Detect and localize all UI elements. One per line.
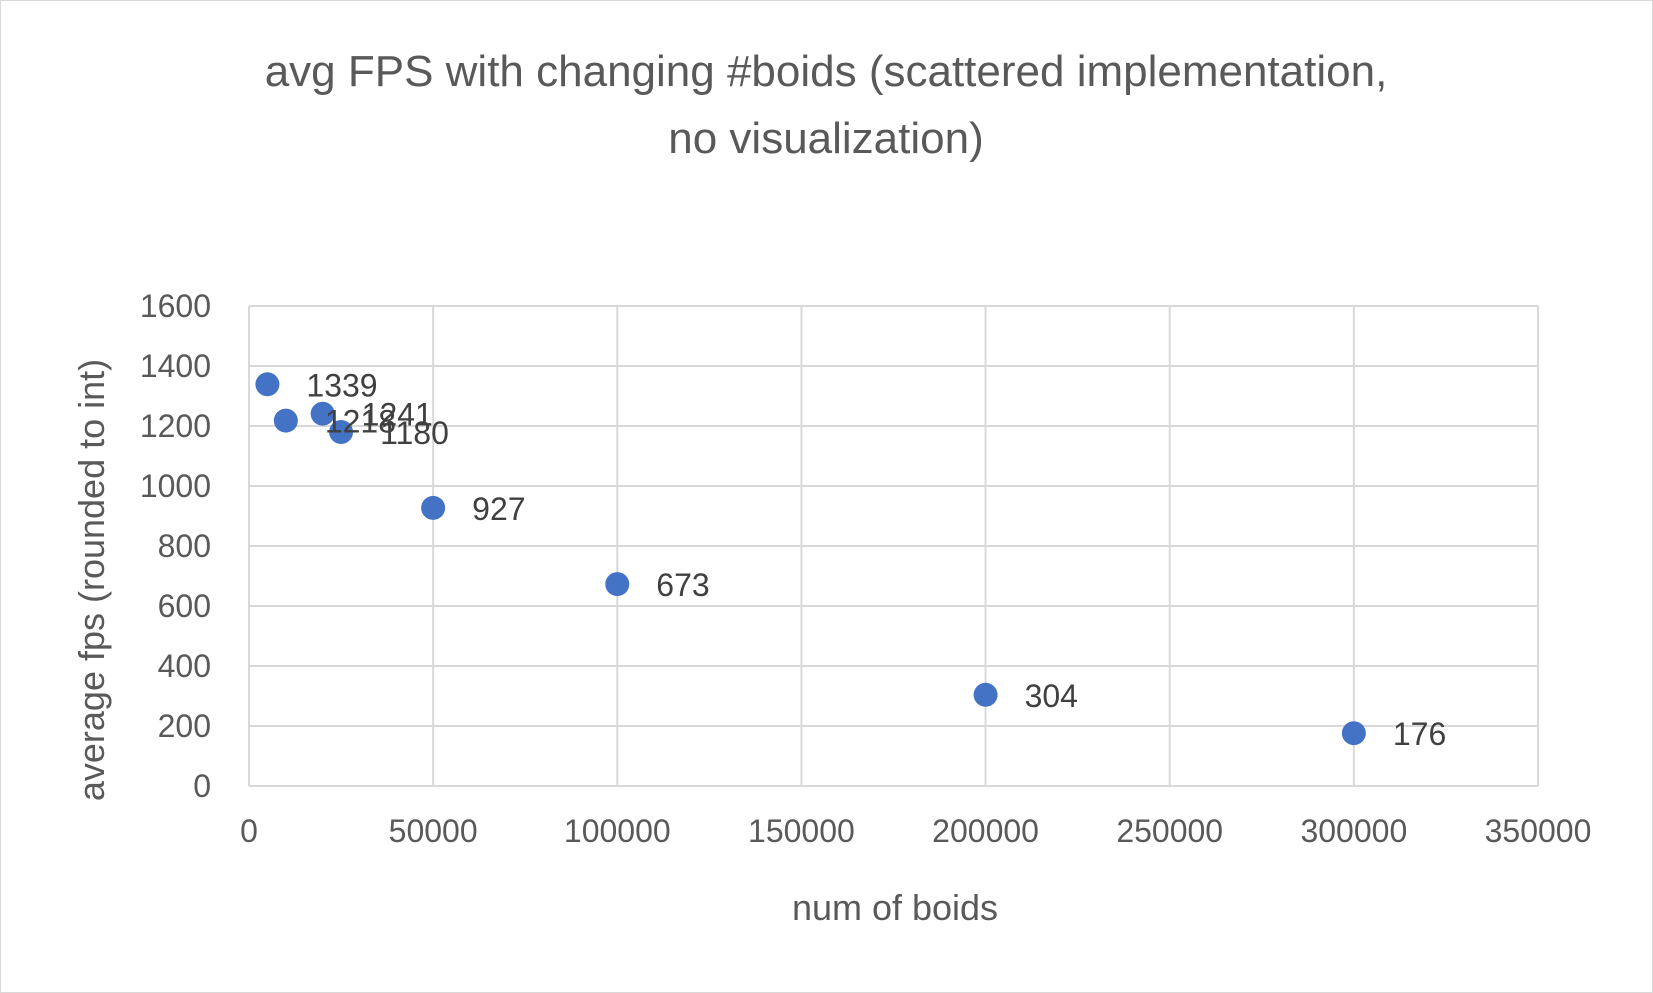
x-tick-label: 50000 (389, 813, 478, 849)
y-tick-label: 1600 (140, 288, 211, 324)
y-axis-title: average fps (rounded to int) (71, 359, 112, 801)
data-label: 1180 (380, 415, 449, 451)
x-tick-label: 0 (240, 813, 258, 849)
data-points (255, 372, 1366, 746)
x-tick-label: 250000 (1116, 813, 1223, 849)
data-label: 927 (472, 491, 525, 527)
data-point (1341, 721, 1366, 746)
chart-title-line-2: no visualization) (668, 114, 984, 163)
x-tick-label: 150000 (748, 813, 855, 849)
tick-labels: 0 200 400 600 800 1000 1200 1400 1600 0 50000 10000… (140, 288, 1592, 849)
y-tick-label: 1000 (140, 468, 211, 504)
y-tick-label: 0 (193, 768, 211, 804)
data-label: 1339 (306, 367, 377, 403)
data-point (310, 401, 335, 426)
y-tick-label: 400 (158, 648, 211, 684)
data-label: 304 (1025, 678, 1078, 714)
data-label: 1218 (325, 404, 396, 440)
y-tick-label: 200 (158, 708, 211, 744)
x-tick-label: 200000 (932, 813, 1039, 849)
data-label: 1241 (362, 397, 433, 433)
y-tick-label: 1200 (140, 408, 211, 444)
x-tick-label: 300000 (1300, 813, 1407, 849)
y-tick-label: 600 (158, 588, 211, 624)
data-label: 176 (1393, 716, 1446, 752)
data-label: 673 (656, 567, 709, 603)
gridlines (248, 305, 1539, 787)
data-point (255, 372, 280, 397)
x-axis-title: num of boids (792, 887, 998, 928)
y-tick-label: 800 (158, 528, 211, 564)
data-point (973, 682, 998, 707)
data-point (273, 408, 298, 433)
chart-title: avg FPS with changing #boids (scattered … (265, 47, 1388, 163)
x-tick-label: 350000 (1485, 813, 1592, 849)
y-tick-label: 1400 (140, 348, 211, 384)
chart-title-line-1: avg FPS with changing #boids (scattered … (265, 47, 1388, 96)
data-point (329, 420, 354, 444)
data-point (605, 572, 630, 597)
data-point (421, 495, 446, 520)
x-tick-label: 100000 (564, 813, 671, 849)
